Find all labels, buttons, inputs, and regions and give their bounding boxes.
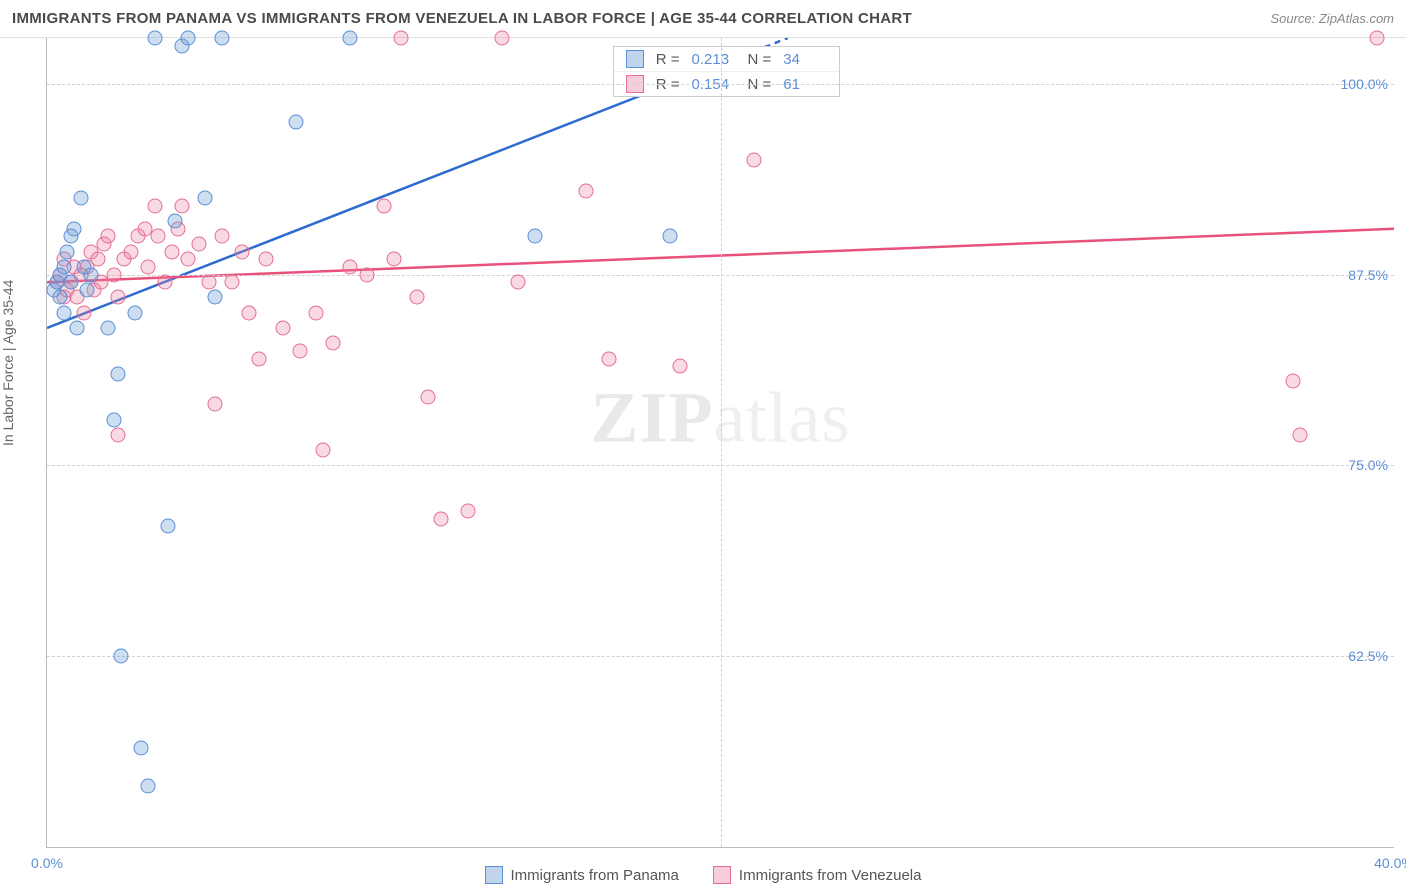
data-point-panama [53,290,68,305]
data-point-venezuela [124,244,139,259]
data-point-venezuela [343,259,358,274]
data-point-panama [343,31,358,46]
data-point-venezuela [275,321,290,336]
data-point-venezuela [316,443,331,458]
stat-label: R = [656,51,680,68]
data-point-venezuela [292,343,307,358]
data-point-panama [167,214,182,229]
y-tick-label: 62.5% [1348,648,1388,664]
data-point-venezuela [420,389,435,404]
data-point-venezuela [460,504,475,519]
legend-label: Immigrants from Panama [511,867,679,884]
data-point-venezuela [77,305,92,320]
data-point-venezuela [90,252,105,267]
data-point-panama [114,649,129,664]
data-point-venezuela [386,252,401,267]
data-point-venezuela [1292,427,1307,442]
data-point-venezuela [1370,31,1385,46]
data-point-panama [127,305,142,320]
data-point-venezuela [107,267,122,282]
chart-title: IMMIGRANTS FROM PANAMA VS IMMIGRANTS FRO… [12,10,912,27]
data-point-venezuela [410,290,425,305]
data-point-panama [198,191,213,206]
y-tick-label: 87.5% [1348,267,1388,283]
data-point-panama [56,259,71,274]
stats-legend: R = 0.213 N = 34 R = 0.154 N = 61 [613,46,841,97]
data-point-venezuela [147,198,162,213]
data-point-panama [70,321,85,336]
stat-value: 34 [783,51,827,68]
data-point-venezuela [151,229,166,244]
data-point-panama [161,519,176,534]
data-point-venezuela [100,229,115,244]
stats-row-panama: R = 0.213 N = 34 [614,47,840,72]
data-point-panama [60,244,75,259]
swatch-panama-icon [485,866,503,884]
data-point-panama [289,114,304,129]
swatch-venezuela-icon [713,866,731,884]
data-point-panama [63,275,78,290]
data-point-panama [100,321,115,336]
data-point-panama [662,229,677,244]
data-point-panama [215,31,230,46]
data-point-venezuela [433,511,448,526]
data-point-panama [107,412,122,427]
data-point-venezuela [164,244,179,259]
data-point-panama [208,290,223,305]
data-point-panama [56,305,71,320]
data-point-panama [73,191,88,206]
gridline-v [721,38,722,847]
data-point-panama [83,267,98,282]
y-tick-label: 100.0% [1341,76,1388,92]
data-point-venezuela [258,252,273,267]
data-point-panama [80,282,95,297]
data-point-venezuela [747,153,762,168]
data-point-venezuela [174,198,189,213]
data-point-panama [141,778,156,793]
data-point-venezuela [673,359,688,374]
legend-item-venezuela: Immigrants from Venezuela [713,866,922,884]
data-point-panama [147,31,162,46]
data-point-venezuela [141,259,156,274]
data-point-venezuela [208,397,223,412]
data-point-panama [110,366,125,381]
data-point-panama [181,31,196,46]
source-label: Source: ZipAtlas.com [1270,11,1394,26]
data-point-venezuela [181,252,196,267]
data-point-venezuela [309,305,324,320]
legend-item-panama: Immigrants from Panama [485,866,679,884]
data-point-venezuela [602,351,617,366]
data-point-venezuela [225,275,240,290]
data-point-venezuela [494,31,509,46]
swatch-panama-icon [626,50,644,68]
data-point-venezuela [215,229,230,244]
data-point-venezuela [376,198,391,213]
data-point-venezuela [393,31,408,46]
data-point-venezuela [359,267,374,282]
data-point-venezuela [157,275,172,290]
stat-label: N = [748,51,772,68]
data-point-venezuela [326,336,341,351]
data-point-venezuela [201,275,216,290]
data-point-venezuela [242,305,257,320]
data-point-venezuela [191,237,206,252]
data-point-venezuela [235,244,250,259]
data-point-venezuela [110,427,125,442]
stat-value: 0.213 [692,51,736,68]
legend-label: Immigrants from Venezuela [739,867,922,884]
data-point-venezuela [252,351,267,366]
plot-area: ZIPatlas R = 0.213 N = 34 R = 0.154 N = … [46,38,1394,848]
data-point-venezuela [578,183,593,198]
y-tick-label: 75.0% [1348,457,1388,473]
data-point-panama [134,740,149,755]
bottom-legend: Immigrants from Panama Immigrants from V… [0,866,1406,884]
data-point-venezuela [511,275,526,290]
y-axis-title: In Labor Force | Age 35-44 [0,280,16,446]
data-point-venezuela [110,290,125,305]
data-point-panama [66,221,81,236]
data-point-panama [528,229,543,244]
data-point-venezuela [1285,374,1300,389]
chart-area: ZIPatlas R = 0.213 N = 34 R = 0.154 N = … [46,38,1394,848]
